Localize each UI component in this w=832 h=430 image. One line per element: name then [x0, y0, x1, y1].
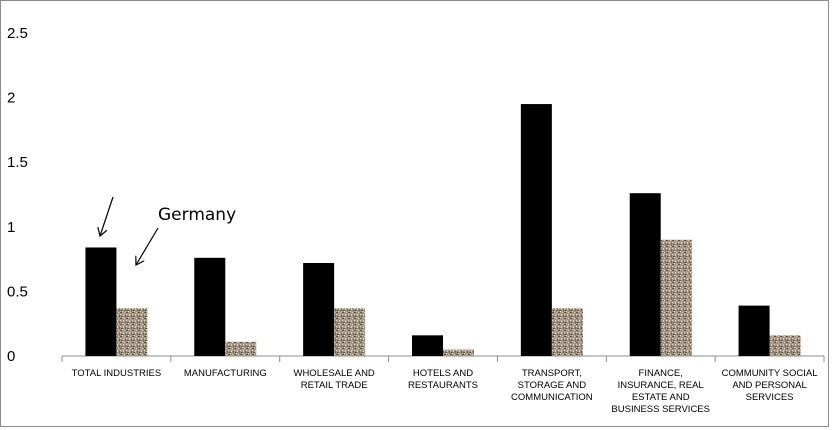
x-category-label: RESTAURANTS	[408, 380, 478, 391]
axes-group	[61, 355, 825, 362]
bar-series-1	[412, 335, 443, 356]
x-category-label: HOTELS AND	[413, 368, 473, 379]
x-category-label: WHOLESALE AND	[293, 368, 374, 379]
bars-group	[85, 104, 801, 356]
bar-series-1	[629, 193, 661, 356]
germany-annotation-label: Germany	[158, 205, 236, 225]
bar-germany	[660, 239, 692, 356]
x-category-label: COMMUNICATION	[511, 392, 593, 403]
y-tick-label: 2	[7, 90, 15, 107]
y-tick-label: 2.5	[7, 25, 28, 42]
bar-series-1	[520, 104, 552, 356]
bar-series-1	[85, 247, 117, 356]
x-category-label: INSURANCE, REAL	[618, 380, 704, 391]
arrow-to-black-bar	[100, 196, 114, 236]
x-category-label: AND PERSONAL	[732, 380, 806, 391]
y-tick-label: 0.5	[7, 283, 28, 300]
y-tick-label: 0	[7, 348, 15, 365]
x-category-label: RETAIL TRADE	[301, 380, 368, 391]
bar-series-1	[194, 257, 226, 356]
bar-germany	[443, 349, 474, 356]
x-category-label: TRANSPORT,	[522, 368, 582, 379]
x-category-label: SERVICES	[746, 392, 794, 403]
arrow-to-germany-bar	[136, 227, 159, 265]
bar-germany	[116, 308, 148, 356]
bar-germany	[334, 308, 366, 356]
x-category-label: BUSINESS SERVICES	[611, 404, 710, 415]
y-tick-label: 1	[7, 219, 15, 236]
x-category-label: FINANCE,	[639, 368, 683, 379]
x-category-label: MANUFACTURING	[184, 368, 267, 379]
x-category-label: COMMUNITY SOCIAL	[722, 368, 818, 379]
x-category-label: STORAGE AND	[518, 380, 587, 391]
bar-germany	[225, 341, 257, 356]
bar-series-1	[303, 262, 335, 356]
labels-group: 0 0.5 1 1.5 2 2.5 TOTAL INDUSTRIES MANUFACTURIN…	[7, 25, 818, 415]
x-category-label: TOTAL INDUSTRIES	[72, 368, 162, 379]
annotation-group: Germany	[100, 196, 236, 265]
bar-germany	[551, 308, 583, 356]
x-category-label: ESTATE AND	[632, 392, 690, 403]
bar-germany	[769, 335, 801, 356]
bar-series-1	[738, 305, 770, 356]
y-tick-label: 1.5	[7, 154, 28, 171]
